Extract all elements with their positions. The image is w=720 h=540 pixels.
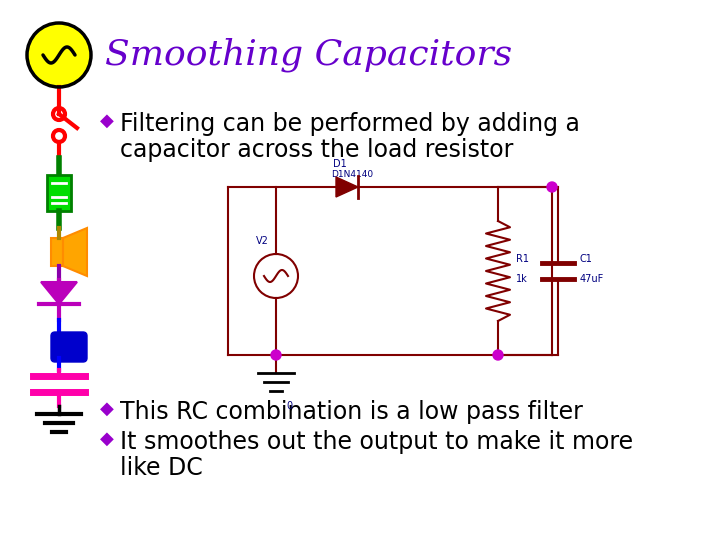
Text: 0: 0 bbox=[286, 401, 292, 411]
Text: Filtering can be performed by adding a: Filtering can be performed by adding a bbox=[120, 112, 580, 136]
Circle shape bbox=[493, 350, 503, 360]
Polygon shape bbox=[336, 177, 358, 197]
Circle shape bbox=[27, 23, 91, 87]
Polygon shape bbox=[63, 228, 87, 276]
Text: V2: V2 bbox=[256, 236, 269, 246]
Circle shape bbox=[547, 182, 557, 192]
FancyBboxPatch shape bbox=[51, 332, 87, 362]
Text: ◆: ◆ bbox=[100, 430, 114, 448]
Text: like DC: like DC bbox=[120, 456, 203, 480]
Text: Smoothing Capacitors: Smoothing Capacitors bbox=[105, 38, 512, 72]
FancyBboxPatch shape bbox=[51, 238, 63, 266]
Text: ◆: ◆ bbox=[100, 112, 114, 130]
FancyBboxPatch shape bbox=[47, 175, 71, 211]
Text: D1N4140: D1N4140 bbox=[331, 170, 373, 179]
Text: ◆: ◆ bbox=[100, 400, 114, 418]
Text: D1: D1 bbox=[333, 159, 347, 169]
Polygon shape bbox=[41, 282, 77, 304]
Text: C1: C1 bbox=[580, 254, 593, 264]
Text: capacitor across the load resistor: capacitor across the load resistor bbox=[120, 138, 513, 162]
Text: This RC combination is a low pass filter: This RC combination is a low pass filter bbox=[120, 400, 583, 424]
Text: R1: R1 bbox=[516, 254, 529, 264]
Text: It smoothes out the output to make it more: It smoothes out the output to make it mo… bbox=[120, 430, 633, 454]
Text: 47uF: 47uF bbox=[580, 274, 604, 284]
Text: 1k: 1k bbox=[516, 274, 528, 284]
Circle shape bbox=[271, 350, 281, 360]
